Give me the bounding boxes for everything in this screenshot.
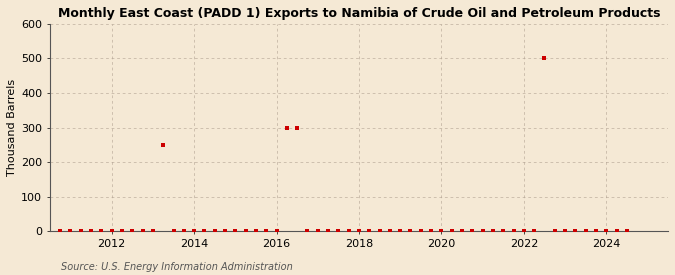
Point [497,229,508,233]
Point [622,229,632,233]
Point [230,229,241,233]
Point [313,229,323,233]
Point [261,229,271,233]
Title: Monthly East Coast (PADD 1) Exports to Namibia of Crude Oil and Petroleum Produc: Monthly East Coast (PADD 1) Exports to N… [58,7,660,20]
Point [395,229,406,233]
Point [86,229,97,233]
Point [323,229,333,233]
Point [158,143,169,147]
Point [219,229,230,233]
Point [385,229,396,233]
Point [168,229,179,233]
Point [292,125,302,130]
Point [117,229,128,233]
Point [508,229,519,233]
Point [106,229,117,233]
Point [333,229,344,233]
Point [250,229,261,233]
Point [302,229,313,233]
Point [580,229,591,233]
Point [611,229,622,233]
Y-axis label: Thousand Barrels: Thousand Barrels [7,79,17,176]
Point [148,229,159,233]
Point [467,229,478,233]
Point [415,229,426,233]
Point [354,229,364,233]
Point [137,229,148,233]
Point [271,229,282,233]
Point [96,229,107,233]
Point [560,229,570,233]
Point [477,229,488,233]
Point [178,229,189,233]
Point [591,229,601,233]
Point [364,229,375,233]
Point [374,229,385,233]
Point [281,125,292,130]
Point [529,229,539,233]
Point [209,229,220,233]
Point [456,229,467,233]
Text: Source: U.S. Energy Information Administration: Source: U.S. Energy Information Administ… [61,262,292,272]
Point [240,229,251,233]
Point [446,229,457,233]
Point [426,229,437,233]
Point [601,229,612,233]
Point [487,229,498,233]
Point [539,56,550,60]
Point [76,229,86,233]
Point [405,229,416,233]
Point [344,229,354,233]
Point [55,229,65,233]
Point [199,229,210,233]
Point [189,229,200,233]
Point [65,229,76,233]
Point [549,229,560,233]
Point [127,229,138,233]
Point [570,229,580,233]
Point [518,229,529,233]
Point [436,229,447,233]
